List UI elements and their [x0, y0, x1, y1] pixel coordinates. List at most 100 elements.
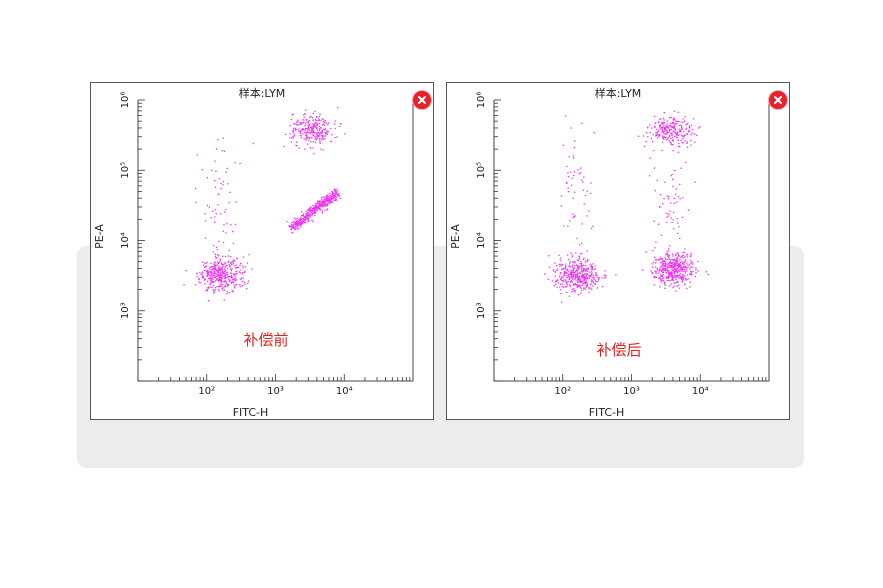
scatter-point	[324, 201, 326, 203]
scatter-point	[560, 292, 562, 295]
scatter-point	[676, 260, 679, 262]
scatter-point	[580, 281, 582, 283]
scatter-point	[590, 275, 592, 278]
scatter-point	[198, 278, 200, 280]
scatter-point	[684, 256, 686, 258]
scatter-point	[684, 266, 687, 268]
scatter-point	[224, 281, 226, 283]
scatter-point	[555, 280, 557, 282]
scatter-point	[199, 271, 201, 273]
scatter-point	[218, 290, 220, 292]
scatter-point	[672, 219, 674, 221]
scatter-point	[578, 279, 580, 281]
scatter-point	[218, 280, 220, 282]
scatter-point	[662, 117, 665, 119]
scatter-point	[572, 197, 574, 199]
scatter-point	[227, 283, 229, 286]
scatter-point	[202, 264, 205, 266]
scatter-point	[217, 204, 219, 206]
scatter-point	[311, 219, 313, 221]
scatter-point	[683, 257, 685, 259]
scatter-point	[322, 118, 324, 120]
scatter-point	[196, 272, 198, 274]
scatter-point	[669, 210, 671, 212]
scatter-point	[578, 256, 581, 258]
scatter-point	[682, 266, 685, 268]
scatter-point	[226, 271, 228, 273]
scatter-point	[218, 270, 220, 272]
scatter-point	[670, 283, 672, 285]
scatter-point	[301, 220, 303, 222]
scatter-point	[681, 276, 683, 278]
scatter-point	[683, 251, 685, 253]
scatter-point	[316, 123, 318, 125]
scatter-point	[211, 275, 213, 277]
scatter-point	[307, 126, 310, 129]
scatter-point	[301, 122, 303, 124]
scatter-point	[201, 275, 204, 277]
scatter-point	[686, 133, 688, 136]
scatter-point	[656, 134, 658, 136]
scatter-point	[220, 182, 222, 185]
scatter-point	[213, 274, 216, 277]
scatter-point	[581, 270, 583, 273]
scatter-point	[674, 264, 676, 267]
scatter-point	[223, 277, 226, 279]
scatter-point	[676, 120, 678, 123]
scatter-point	[339, 123, 342, 125]
x-tick-label: 10³	[623, 386, 640, 397]
scatter-point	[554, 262, 556, 264]
scatter-point	[218, 277, 220, 279]
scatter-point	[229, 264, 231, 267]
scatter-point	[672, 263, 674, 265]
scatter-point	[565, 272, 567, 274]
scatter-point	[211, 266, 213, 268]
scatter-point	[679, 183, 681, 185]
scatter-point	[295, 219, 297, 221]
scatter-point	[299, 132, 301, 134]
scatter-point	[672, 259, 674, 261]
scatter-point	[209, 282, 211, 284]
scatter-point	[306, 134, 308, 136]
scatter-point	[580, 292, 582, 294]
scatter-point	[321, 210, 324, 212]
scatter-point	[583, 273, 585, 275]
scatter-point	[664, 269, 666, 271]
scatter-point	[306, 216, 308, 219]
scatter-point	[680, 267, 682, 269]
scatter-point	[660, 281, 662, 283]
scatter-point	[318, 207, 320, 210]
scatter-point	[292, 135, 294, 137]
scatter-point	[690, 252, 692, 254]
scatter-point	[681, 141, 683, 144]
scatter-point	[663, 119, 665, 121]
scatter-point	[322, 200, 324, 202]
scatter-point	[220, 277, 222, 279]
scatter-point	[303, 137, 305, 140]
scatter-point	[565, 285, 567, 287]
scatter-point	[221, 271, 223, 273]
scatter-point	[214, 255, 217, 258]
scatter-point	[292, 131, 294, 133]
close-button[interactable]	[413, 91, 431, 109]
scatter-point	[195, 201, 197, 203]
scatter-point	[239, 272, 241, 274]
scatter-point	[305, 132, 307, 134]
scatter-point	[215, 269, 217, 271]
y-axis-label: PE-A	[93, 224, 106, 249]
scatter-point	[665, 212, 667, 215]
scatter-point	[246, 288, 248, 290]
scatter-point	[324, 202, 327, 204]
scatter-point	[562, 268, 564, 270]
scatter-point	[567, 259, 570, 261]
scatter-point	[662, 268, 664, 270]
scatter-point	[580, 167, 582, 169]
scatter-point	[292, 129, 294, 131]
scatter-point	[680, 270, 682, 272]
scatter-point	[659, 128, 661, 130]
scatter-point	[215, 268, 217, 270]
close-button[interactable]	[769, 91, 787, 109]
scatter-point	[673, 272, 676, 274]
scatter-point	[315, 138, 317, 141]
scatter-point	[300, 217, 302, 219]
